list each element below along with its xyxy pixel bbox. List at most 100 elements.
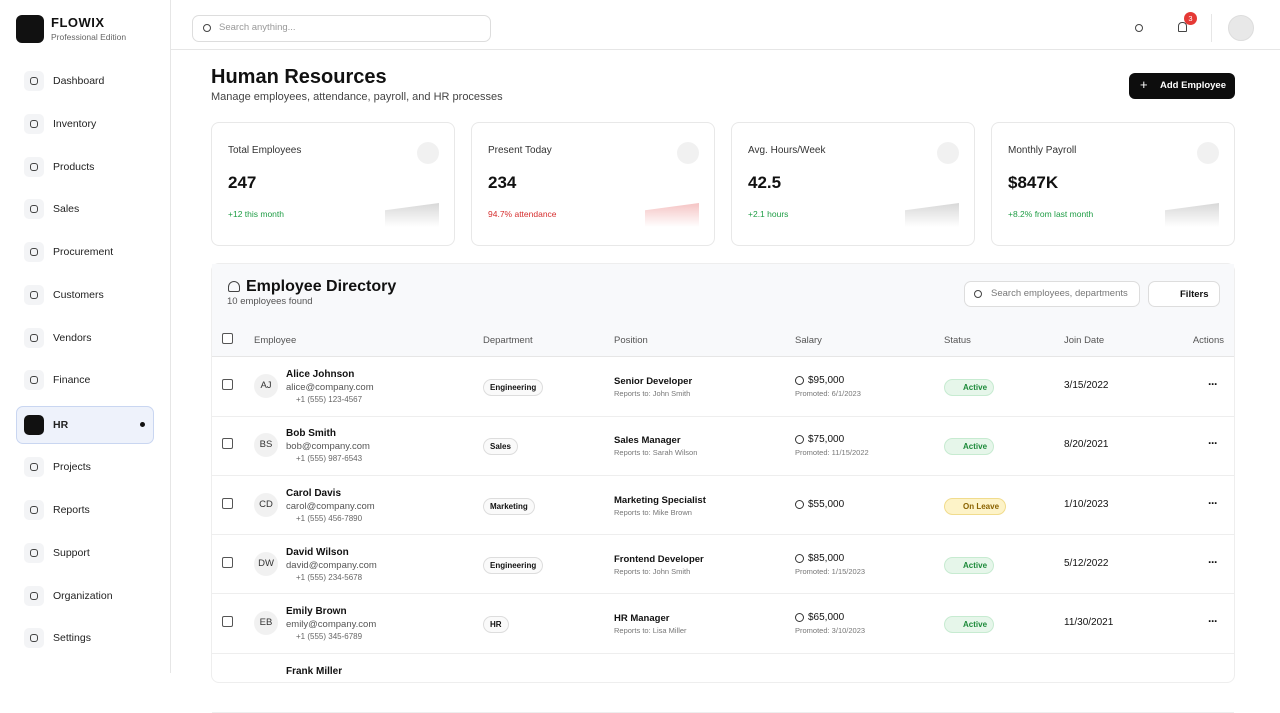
reports-to: Reports to: Sarah Wilson bbox=[614, 448, 698, 458]
select-all[interactable] bbox=[222, 333, 233, 344]
directory-search-placeholder: Search employees, departments bbox=[991, 288, 1128, 299]
stat-icon bbox=[937, 142, 959, 164]
nav-icon-bg bbox=[24, 284, 44, 305]
status-pill: Active bbox=[944, 616, 995, 634]
nav-icon bbox=[30, 463, 38, 472]
position: Sales Manager bbox=[614, 435, 681, 447]
row-actions[interactable]: ··· bbox=[1208, 495, 1218, 510]
nav-icon-bg bbox=[24, 113, 44, 134]
nav-icon bbox=[30, 77, 38, 85]
department-pill: Engineering bbox=[483, 379, 544, 396]
employee-name: Emily Brown bbox=[286, 606, 347, 618]
nav-icon bbox=[30, 506, 38, 514]
nav-item[interactable]: Reports bbox=[53, 504, 90, 516]
row-actions[interactable]: ··· bbox=[1208, 436, 1218, 451]
nav-item[interactable]: Procurement bbox=[53, 246, 114, 258]
stat-card bbox=[211, 122, 455, 246]
promoted: Promoted: 1/15/2023 bbox=[795, 566, 866, 576]
column-header: Status bbox=[944, 335, 971, 346]
row-border bbox=[212, 474, 1234, 476]
row-checkbox[interactable] bbox=[222, 616, 233, 628]
row-actions[interactable]: ··· bbox=[1208, 377, 1218, 391]
employee-phone: +1 (555) 123-4567 bbox=[296, 395, 363, 404]
directory-header-bg bbox=[212, 264, 1234, 356]
filters-button[interactable]: Filters bbox=[1148, 281, 1220, 307]
nav-icon bbox=[30, 634, 38, 643]
salary: $85,000 bbox=[808, 552, 845, 564]
reports-to: Reports to: John Smith bbox=[614, 566, 691, 576]
row-actions[interactable]: ··· bbox=[1208, 614, 1218, 629]
directory-search[interactable] bbox=[964, 281, 1140, 307]
row-checkbox[interactable] bbox=[222, 556, 233, 568]
row-border bbox=[212, 534, 1234, 536]
nav-item[interactable]: Settings bbox=[53, 632, 91, 645]
nav-item[interactable]: Support bbox=[53, 546, 90, 559]
filters-label: Filters bbox=[1180, 289, 1209, 300]
brand-name: FLOWIX bbox=[51, 15, 105, 30]
employee-phone: +1 (555) 345-6789 bbox=[296, 632, 363, 642]
employee-email: alice@company.com bbox=[286, 382, 374, 393]
position: Marketing Specialist bbox=[614, 494, 706, 506]
employee-avatar: BS bbox=[254, 433, 278, 458]
employee-email: carol@company.com bbox=[286, 500, 375, 512]
search-icon bbox=[203, 24, 211, 32]
logo bbox=[16, 15, 44, 43]
nav-icon-bg bbox=[24, 71, 44, 91]
position: Senior Developer bbox=[614, 376, 693, 387]
promoted: Promoted: 6/1/2023 bbox=[795, 389, 861, 398]
salary: $75,000 bbox=[808, 434, 845, 446]
employee-email: emily@company.com bbox=[286, 619, 377, 631]
stat-card bbox=[991, 122, 1235, 246]
theme-toggle[interactable] bbox=[1135, 24, 1143, 32]
join-date: 5/12/2022 bbox=[1064, 557, 1109, 569]
employee-name: Bob Smith bbox=[286, 428, 336, 440]
row-checkbox[interactable] bbox=[222, 438, 233, 450]
stat-value: 42.5 bbox=[748, 173, 782, 192]
row-border bbox=[212, 415, 1234, 417]
nav-item[interactable]: Inventory bbox=[53, 117, 97, 130]
nav-item[interactable]: Organization bbox=[53, 589, 113, 602]
salary-icon bbox=[795, 435, 804, 445]
avatar[interactable] bbox=[1228, 15, 1254, 41]
notification-bell[interactable] bbox=[1178, 22, 1187, 32]
nav-item[interactable]: Products bbox=[53, 160, 95, 173]
status-pill: Active bbox=[944, 438, 995, 456]
column-header[interactable]: Join Date bbox=[1064, 335, 1105, 346]
row-checkbox[interactable] bbox=[222, 379, 233, 390]
nav-item[interactable]: Vendors bbox=[53, 331, 92, 344]
department-pill: Engineering bbox=[483, 556, 544, 574]
nav-active-icon bbox=[24, 414, 44, 435]
nav-item[interactable]: Customers bbox=[53, 288, 104, 301]
column-header[interactable]: Department bbox=[483, 335, 533, 346]
column-header[interactable]: Position bbox=[614, 335, 648, 346]
table-header-border bbox=[212, 356, 1234, 357]
nav-item[interactable]: Sales bbox=[53, 203, 80, 216]
stat-icon bbox=[417, 142, 439, 164]
row-checkbox[interactable] bbox=[222, 497, 233, 509]
search-placeholder: Search anything... bbox=[219, 22, 296, 33]
directory-title: Employee Directory bbox=[246, 278, 397, 295]
nav-item[interactable]: Projects bbox=[53, 461, 91, 474]
stat-label: Total Employees bbox=[228, 145, 302, 156]
row-border bbox=[212, 652, 1234, 654]
nav-item[interactable]: Finance bbox=[53, 374, 91, 387]
nav-item[interactable]: HR bbox=[53, 418, 69, 431]
directory-search-icon bbox=[974, 290, 982, 298]
column-header[interactable]: Employee bbox=[254, 335, 297, 346]
join-date: 11/30/2021 bbox=[1064, 617, 1114, 629]
stat-icon bbox=[1197, 142, 1219, 164]
salary: $95,000 bbox=[808, 375, 845, 386]
stat-label: Monthly Payroll bbox=[1008, 145, 1077, 156]
stat-label: Present Today bbox=[488, 145, 552, 156]
stat-label: Avg. Hours/Week bbox=[748, 145, 826, 156]
add-button[interactable]: + Add Employee bbox=[1129, 73, 1235, 99]
employee-name: Frank Miller bbox=[286, 665, 343, 677]
promoted: Promoted: 3/10/2023 bbox=[795, 626, 866, 636]
nav-item[interactable]: Dashboard bbox=[53, 75, 105, 87]
nav-icon-bg bbox=[24, 457, 44, 478]
row-actions[interactable]: ··· bbox=[1208, 554, 1218, 569]
column-header[interactable]: Salary bbox=[795, 335, 822, 346]
search-box[interactable] bbox=[192, 15, 491, 42]
stat-value: 247 bbox=[228, 173, 257, 192]
status-pill: Active bbox=[944, 379, 995, 396]
